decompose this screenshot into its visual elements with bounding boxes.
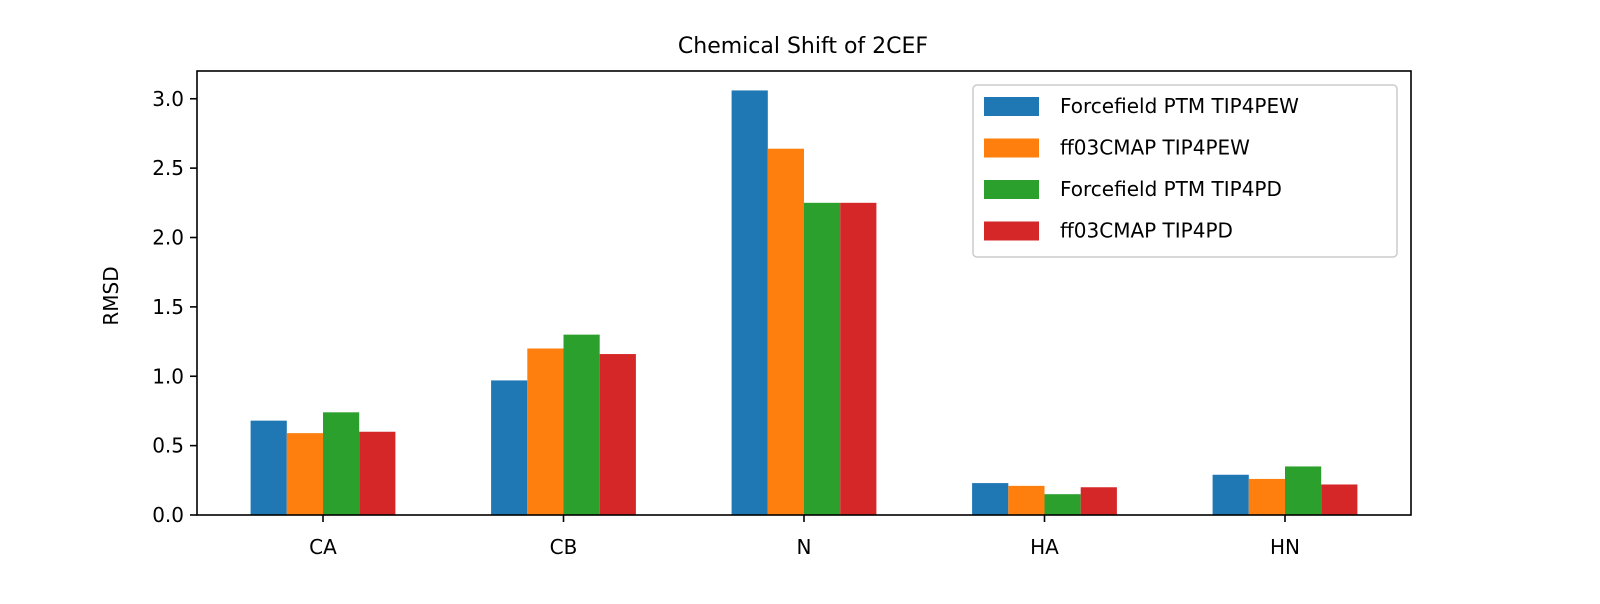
y-tick-label: 0.0 [152, 503, 184, 527]
legend-frame [972, 84, 1398, 258]
bar-ha-series-4 [1080, 487, 1117, 515]
y-tick-label: 2.5 [152, 156, 184, 180]
bar-hn-series-4 [1321, 484, 1358, 515]
x-tick-label: CA [309, 535, 337, 559]
axes-layer: 0.0 0.5 1.0 1.5 2.0 2.5 3.0 CA CB N HA HN [152, 70, 1412, 559]
legend-swatch [984, 138, 1039, 158]
bar-hn-series-2 [1248, 478, 1285, 515]
legend-label: Forcefield PTM TIP4PEW [1060, 94, 1299, 118]
y-tick-label: 3.0 [152, 87, 184, 111]
bar-ca-series-3 [323, 412, 360, 515]
bar-ha-series-3 [1044, 494, 1081, 515]
x-tick-label: HN [1270, 535, 1300, 559]
bars-layer [250, 90, 1358, 516]
x-tick-label: HA [1030, 535, 1059, 559]
legend: Forcefield PTM TIP4PEW ff03CMAP TIP4PEW Fo… [972, 84, 1398, 258]
chart-title: Chemical Shift of 2CEF [678, 34, 928, 59]
y-tick-label: 0.5 [152, 434, 184, 458]
bar-cb-series-1 [491, 380, 528, 515]
y-tick-label: 1.5 [152, 295, 184, 319]
legend-label: ff03CMAP TIP4PD [1060, 219, 1233, 243]
legend-swatch [984, 221, 1039, 241]
bar-ca-series-4 [359, 431, 396, 515]
bar-ha-series-1 [972, 483, 1009, 515]
bar-ca-series-2 [286, 433, 323, 515]
bar-cb-series-2 [527, 348, 564, 515]
bar-n-series-4 [840, 202, 877, 515]
x-tick-label: CB [550, 535, 578, 559]
bar-n-series-1 [731, 90, 768, 516]
bar-n-series-3 [804, 202, 841, 515]
y-axis-label: RMSD [99, 266, 123, 325]
bar-n-series-2 [767, 148, 804, 515]
bar-hn-series-1 [1212, 474, 1249, 515]
bar-cb-series-4 [599, 354, 636, 515]
bar-ca-series-1 [250, 420, 287, 515]
legend-label: ff03CMAP TIP4PEW [1060, 136, 1250, 160]
bar-cb-series-3 [563, 334, 600, 516]
x-tick-label: N [797, 535, 812, 559]
bar-ha-series-2 [1008, 485, 1045, 515]
legend-label: Forcefield PTM TIP4PD [1060, 177, 1282, 201]
y-tick-label: 2.0 [152, 226, 184, 250]
bar-hn-series-3 [1285, 466, 1322, 515]
y-tick-label: 1.0 [152, 364, 184, 388]
legend-swatch [984, 97, 1039, 116]
legend-swatch [984, 180, 1039, 199]
